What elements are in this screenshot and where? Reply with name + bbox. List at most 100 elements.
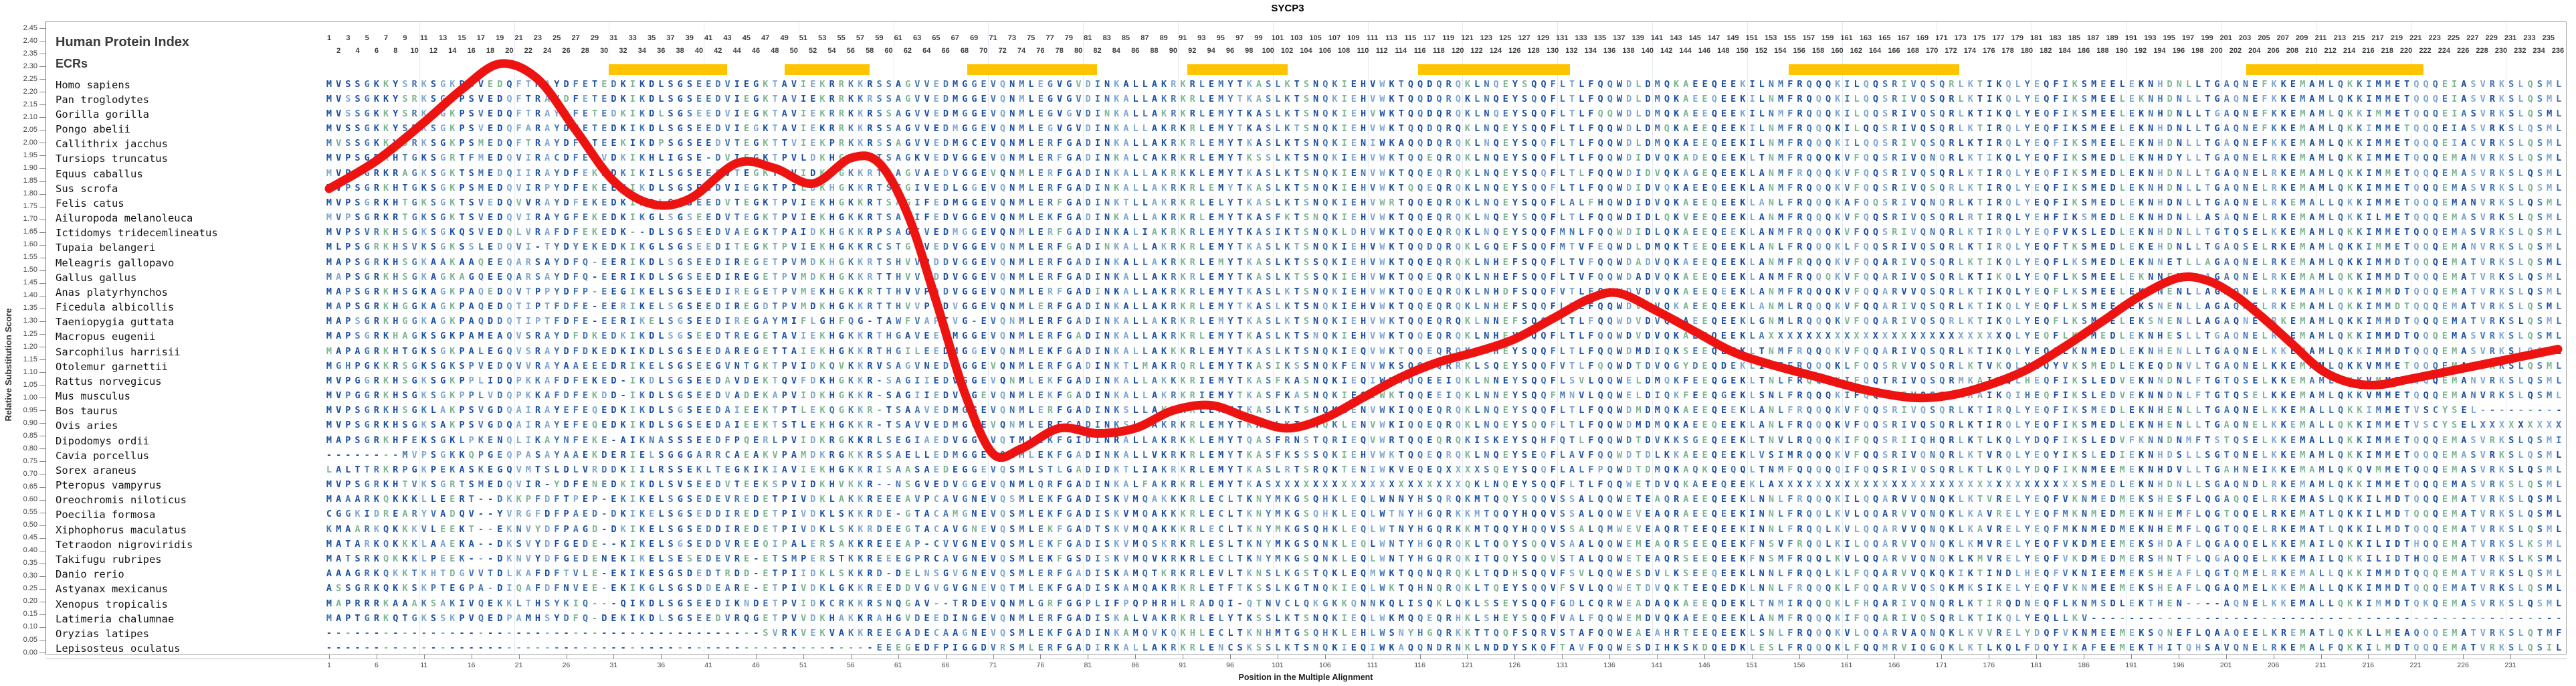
residue-run: D: [1645, 434, 1655, 446]
residue-run: E: [1208, 301, 1219, 313]
residue-run: Q: [2233, 316, 2244, 327]
residue-run: N: [1360, 464, 1371, 475]
residue-run: ET: [2395, 108, 2414, 119]
residue-run: N: [1484, 108, 1494, 119]
residue-run: KSG: [1674, 434, 1702, 446]
residue-run: L: [2015, 345, 2025, 357]
residue-run: K: [1284, 301, 1294, 313]
residue-run: KE: [2280, 464, 2300, 475]
residue-run: F: [1854, 167, 1864, 179]
residue-run: RL: [1949, 301, 1968, 313]
residue-run: N: [2176, 167, 2187, 179]
residue-run: MET: [2385, 375, 2414, 386]
sequence-row: --------MVPSGKKQPGEQPASAYAAEKDERIELSGGGA…: [326, 450, 2565, 460]
index-number: 106: [1318, 47, 1331, 55]
residue-run: QQ: [1815, 449, 1836, 460]
residue-run: QD: [1711, 360, 1731, 371]
residue-run: Q: [1417, 93, 1427, 104]
residue-run: DVGGE: [943, 153, 991, 164]
residue-run: EQ: [1351, 390, 1371, 402]
residue-run: V: [1910, 464, 1920, 475]
residue-run: EI: [2252, 464, 2272, 475]
residue-run: W: [1616, 390, 1627, 402]
residue-run: V: [1987, 360, 1997, 371]
residue-run: E: [1502, 405, 1512, 416]
residue-run: K: [1180, 479, 1190, 491]
residue-run: KA: [1114, 390, 1133, 402]
residue-run: K: [1180, 138, 1190, 149]
residue-run: G: [411, 464, 421, 475]
index-number: 216: [2362, 47, 2375, 55]
residue-run: LFQ: [1579, 212, 1607, 223]
residue-run: E: [1208, 434, 1219, 446]
residue-run: Q: [1863, 464, 1873, 475]
residue-run: N: [1768, 108, 1779, 119]
y-tick-mark: [39, 359, 45, 361]
residue-run: S: [1303, 108, 1314, 119]
residue-run: E: [743, 93, 754, 104]
y-tick-label: 0.20: [23, 597, 37, 606]
residue-run: F: [1550, 197, 1560, 208]
residue-run: E: [981, 464, 991, 475]
residue-run: X: [1322, 479, 1332, 491]
residue-run: Y: [554, 256, 564, 268]
residue-run: K: [639, 286, 650, 297]
index-number: 22: [524, 47, 532, 55]
residue-run: V: [990, 479, 1000, 491]
residue-run: T: [2404, 242, 2414, 253]
residue-run: VF: [1579, 449, 1598, 460]
residue-run: V: [905, 256, 915, 268]
residue-run: K: [1702, 464, 1712, 475]
residue-run: M: [1019, 108, 1029, 119]
residue-run: QEE: [1711, 108, 1741, 119]
species-label: Cavia porcellus: [56, 449, 149, 462]
residue-run: E: [763, 331, 773, 342]
residue-run: K: [858, 479, 868, 491]
residue-run: HV: [1360, 182, 1380, 193]
residue-run: TH: [886, 286, 906, 297]
residue-run: D: [563, 123, 573, 134]
residue-run: S: [1266, 197, 1276, 208]
residue-run: QE: [1711, 464, 1731, 475]
residue-run: QE: [1711, 405, 1731, 416]
residue-run: Q: [999, 182, 1010, 193]
residue-run: K: [592, 390, 602, 402]
residue-run: I: [629, 212, 639, 223]
index-number: 221: [2409, 34, 2422, 42]
residue-run: E: [1208, 331, 1219, 342]
residue-run: LKT: [1275, 256, 1304, 268]
residue-run: DFE: [563, 479, 593, 491]
residue-run: S: [459, 360, 469, 371]
residue-run: F: [554, 375, 564, 386]
residue-run: NE: [2243, 345, 2262, 357]
residue-run: K: [1332, 420, 1342, 431]
residue-run: T: [772, 108, 782, 119]
residue-run: L: [1854, 78, 1864, 90]
residue-run: K: [1464, 93, 1475, 104]
residue-run: L: [2185, 227, 2196, 238]
residue-run: RS: [867, 123, 886, 134]
residue-run: NQ: [1484, 405, 1503, 416]
residue-run: R: [1892, 242, 1902, 253]
residue-run: ET: [2395, 212, 2414, 223]
residue-run: I: [1341, 390, 1351, 402]
residue-run: QQEM: [2423, 227, 2462, 238]
residue-run: FE: [573, 375, 593, 386]
residue-run: VQ: [1654, 256, 1674, 268]
residue-run: K: [1835, 256, 1845, 268]
residue-run: KK: [2347, 390, 2367, 402]
residue-run: SE: [686, 375, 706, 386]
residue-run: SLK: [1266, 108, 1294, 119]
index-number: 2: [336, 47, 341, 55]
residue-run: L: [1028, 256, 1038, 268]
residue-run: E: [1692, 227, 1702, 238]
residue-run: L: [1844, 360, 1854, 371]
residue-run: E: [696, 331, 706, 342]
residue-run: Q: [999, 345, 1010, 357]
residue-run: Q: [1455, 93, 1465, 104]
species-label: Rattus norvegicus: [56, 375, 162, 388]
residue-run: M: [2546, 153, 2557, 164]
residue-run: L: [1028, 449, 1038, 460]
residue-run: PSGR: [345, 301, 383, 313]
residue-run: Q: [1825, 375, 1836, 386]
